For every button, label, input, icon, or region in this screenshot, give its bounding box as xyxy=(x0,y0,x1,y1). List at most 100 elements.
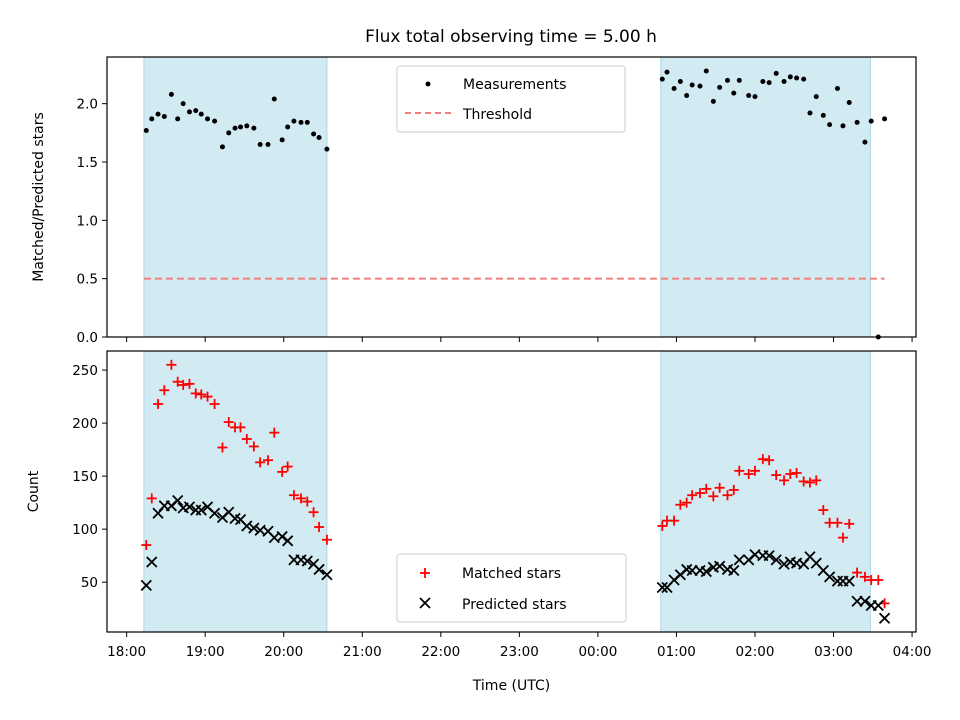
measurement-point xyxy=(703,68,709,74)
measurement-point xyxy=(868,118,874,124)
measurement-point xyxy=(813,94,819,100)
matched-star-point xyxy=(263,455,274,466)
matched-star-point xyxy=(223,417,234,428)
matched-star-point xyxy=(184,378,195,389)
legend-matched-marker xyxy=(420,568,430,578)
legend-measurements-marker xyxy=(425,81,431,87)
measurement-point xyxy=(311,131,317,137)
top-panel: 0.00.51.01.52.0 Matched/Predicted stars … xyxy=(31,56,917,346)
matched-star-point xyxy=(321,534,332,545)
bottom-axes-frame xyxy=(106,350,917,633)
predicted-star-point xyxy=(823,571,836,583)
measurement-point xyxy=(298,119,304,125)
measurement-point xyxy=(279,137,285,143)
y-tick-label: 0.0 xyxy=(77,330,98,346)
matched-star-point xyxy=(832,517,843,528)
legend-measurements-label: Measurements xyxy=(463,77,566,93)
matched-star-point xyxy=(159,385,170,396)
measurement-point xyxy=(689,82,695,88)
y-tick-label: 0.5 xyxy=(77,272,98,288)
matched-star-point xyxy=(146,493,157,504)
measurement-point xyxy=(781,79,787,84)
matched-star-point xyxy=(248,441,259,452)
measurement-point xyxy=(684,93,690,98)
matched-star-point xyxy=(818,505,829,516)
measurement-point xyxy=(746,93,752,98)
y-tick-label: 100 xyxy=(72,522,98,538)
measurement-point xyxy=(807,110,813,116)
matched-star-point xyxy=(714,482,725,493)
matched-star-point xyxy=(166,359,177,370)
matched-star-point xyxy=(722,490,733,501)
bottom-legend-box xyxy=(396,553,627,623)
measurement-point xyxy=(787,74,793,80)
matched-star-point xyxy=(669,515,680,526)
measurement-point xyxy=(854,119,860,125)
matched-star-point xyxy=(269,427,280,438)
measurement-point xyxy=(149,116,155,122)
measurement-point xyxy=(193,108,199,114)
measurement-point xyxy=(168,91,174,97)
matched-star-point xyxy=(811,475,822,486)
predicted-star-point xyxy=(859,595,871,607)
measurement-point xyxy=(794,75,800,81)
y-tick-label: 250 xyxy=(72,363,98,379)
measurement-point xyxy=(244,123,250,129)
predicted-star-point xyxy=(183,501,196,513)
matched-star-point xyxy=(153,399,164,410)
x-tick-label: 04:00 xyxy=(893,644,932,660)
measurement-point xyxy=(265,142,271,147)
predicted-star-point xyxy=(770,554,782,566)
measurement-point xyxy=(226,130,232,136)
x-tick-label: 23:00 xyxy=(500,644,539,660)
matched-star-point xyxy=(852,567,863,578)
predicted-star-point xyxy=(208,507,221,519)
x-tick-label: 19:00 xyxy=(186,644,225,660)
matched-star-point xyxy=(791,467,802,478)
measurement-point xyxy=(710,98,716,104)
measurement-point xyxy=(671,86,677,91)
measurement-point xyxy=(834,86,840,91)
matched-star-point xyxy=(302,496,313,507)
measurement-point xyxy=(882,116,888,122)
measurement-point xyxy=(766,80,772,86)
matched-star-point xyxy=(681,497,692,508)
measurement-point xyxy=(238,124,244,130)
measurement-point xyxy=(752,94,758,100)
matched-star-point xyxy=(282,461,293,472)
bottom-legend: Matched stars Predicted stars xyxy=(396,553,627,623)
matched-star-point xyxy=(757,454,768,465)
measurement-point xyxy=(324,146,330,152)
predicted-star-point xyxy=(248,522,260,534)
x-tick-label: 20:00 xyxy=(264,644,303,660)
measurement-point xyxy=(175,116,181,122)
predicted-star-point xyxy=(140,579,152,591)
legend-x-glyph xyxy=(419,597,431,609)
predicted-star-point xyxy=(241,520,253,532)
matched-star-point xyxy=(202,391,213,402)
measurement-point xyxy=(664,69,670,75)
bottom-panel: 18:00 19:00 20:00 21:00 22:00 23:00 00:00 01:00… xyxy=(26,350,932,694)
matched-star-point xyxy=(859,571,870,582)
top-legend-box xyxy=(396,65,626,133)
measurement-point xyxy=(731,90,737,96)
predicted-star-point xyxy=(146,556,158,568)
legend-predicted-label: Predicted stars xyxy=(462,597,567,613)
x-tick-label: 22:00 xyxy=(421,644,460,660)
matched-star-point xyxy=(657,520,668,531)
measurement-point xyxy=(251,125,257,131)
predicted-star-point xyxy=(843,575,855,587)
measurement-point xyxy=(760,79,766,84)
matched-star-point xyxy=(217,442,228,453)
matched-star-point xyxy=(837,532,848,543)
shaded-interval xyxy=(143,57,327,337)
matched-star-point xyxy=(190,388,201,399)
matched-star-point xyxy=(708,491,719,502)
matched-star-point xyxy=(241,434,252,445)
measurement-point xyxy=(186,109,192,115)
measurement-point xyxy=(820,112,826,118)
matched-star-point xyxy=(749,465,760,476)
top-y-axis-label: Matched/Predicted stars xyxy=(31,112,47,282)
matched-star-point xyxy=(873,575,884,586)
